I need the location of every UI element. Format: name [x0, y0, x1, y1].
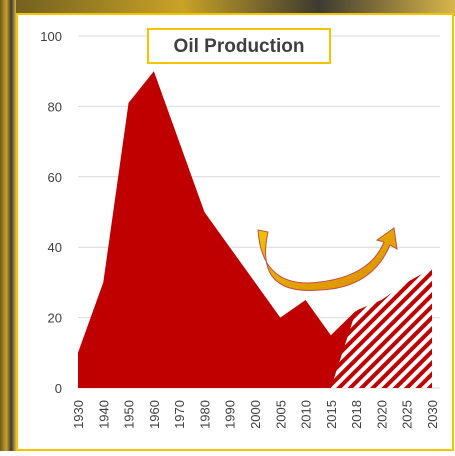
y-tick-label: 40: [48, 240, 62, 255]
x-tick-label: 2000: [248, 400, 263, 429]
y-tick-label: 20: [48, 311, 62, 326]
chart: 0 20 40 60 80 100 1930 1940 1950 1960 1970 1980 1990…: [0, 0, 455, 451]
x-tick-label: 1960: [147, 400, 162, 429]
chart-title: Oil Production: [174, 36, 305, 57]
x-tick-label: 1980: [197, 400, 212, 429]
x-tick-label: 2018: [349, 400, 364, 429]
x-tick-label: 2020: [374, 400, 389, 429]
x-tick-label: 1940: [96, 400, 111, 429]
y-tick-label: 100: [40, 29, 62, 44]
x-tick-label: 1950: [122, 400, 137, 429]
x-tick-label: 2030: [425, 400, 440, 429]
x-tick-label: 1970: [172, 400, 187, 429]
x-tick-label: 1930: [71, 400, 86, 429]
x-tick-label: 2010: [299, 400, 314, 429]
x-tick-label: 2005: [273, 400, 288, 429]
x-tick-label: 1990: [223, 400, 238, 429]
x-tick-label: 2015: [324, 400, 339, 429]
y-tick-label: 0: [55, 381, 62, 396]
y-tick-label: 60: [48, 170, 62, 185]
y-tick-label: 80: [48, 99, 62, 114]
x-tick-label: 2025: [400, 400, 415, 429]
side-photo: [0, 0, 16, 451]
